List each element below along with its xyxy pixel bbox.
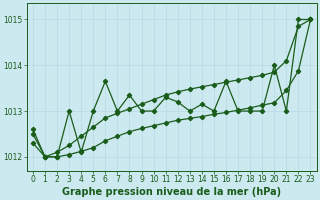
X-axis label: Graphe pression niveau de la mer (hPa): Graphe pression niveau de la mer (hPa) [62, 187, 281, 197]
